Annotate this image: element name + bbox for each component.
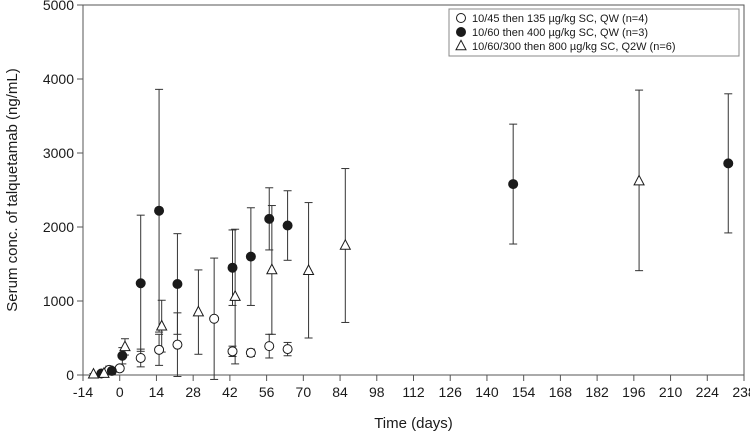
x-tick-label: 140 [475, 384, 499, 400]
axes: -14 0 14 28 42 56 70 84 98 112 126 140 154 168 182 196 2… [43, 0, 750, 400]
open-circle-marker [172, 339, 183, 350]
filled-circle-marker [154, 205, 165, 216]
legend: 10/45 then 135 µg/kg SC, QW (n=4) 10/60 t… [448, 8, 740, 57]
filled-circle-marker [172, 278, 183, 289]
open-triangle-marker [229, 289, 241, 301]
x-tick-label: 0 [116, 384, 124, 400]
x-tick-label: 112 [402, 384, 425, 400]
open-circle-marker [135, 352, 146, 363]
open-triangle-marker [119, 340, 131, 352]
legend-entry-label: 10/60/300 then 800 µg/kg SC, Q2W (n=6) [472, 41, 676, 53]
y-tick-label: 0 [66, 367, 74, 383]
x-tick-label: 126 [439, 384, 463, 400]
filled-circle-marker [117, 350, 128, 361]
open-triangle-marker [87, 367, 100, 379]
open-circle-marker [245, 347, 256, 358]
x-tick-label: 70 [296, 384, 312, 400]
filled-circle-marker [227, 262, 238, 273]
open-triangle-marker [266, 263, 278, 275]
legend-box [448, 8, 740, 57]
open-triangle-marker [339, 238, 352, 250]
y-tick-label: 4000 [43, 71, 74, 87]
legend-filled-circle-marker [456, 27, 466, 37]
x-tick-label: -14 [73, 384, 93, 400]
x-tick-label: 56 [259, 384, 275, 400]
filled-circle-marker [282, 220, 293, 231]
x-tick-label: 238 [732, 384, 750, 400]
x-tick-label: 28 [185, 384, 201, 400]
filled-circle-marker [245, 251, 256, 262]
data-markers [87, 158, 734, 379]
open-triangle-marker [302, 263, 315, 275]
x-axis-label: Time (days) [374, 415, 453, 432]
x-tick-label: 224 [696, 384, 720, 400]
x-tick-label: 182 [585, 384, 609, 400]
filled-circle-marker [723, 158, 734, 169]
legend-open-circle-marker [456, 13, 466, 23]
open-circle-marker [154, 344, 165, 355]
plot-frame [82, 4, 745, 376]
open-circle-marker [264, 341, 275, 352]
x-tick-label: 168 [549, 384, 573, 400]
open-circle-marker [209, 313, 220, 324]
y-tick-label: 1000 [43, 293, 74, 309]
x-tick-label: 42 [222, 384, 238, 400]
filled-circle-marker [264, 213, 275, 224]
legend-open-triangle-marker [455, 39, 467, 51]
filled-circle-marker [106, 365, 117, 376]
open-triangle-marker [192, 305, 205, 317]
x-tick-label: 210 [659, 384, 683, 400]
legend-entry-label: 10/60 then 400 µg/kg SC, QW (n=3) [472, 27, 648, 39]
x-tick-label: 98 [369, 384, 385, 400]
y-axis-label: Serum conc. of talquetamab (ng/mL) [4, 68, 21, 311]
x-tick-label: 14 [149, 384, 165, 400]
y-tick-label: 2000 [43, 219, 74, 235]
x-tick-label: 84 [332, 384, 348, 400]
error-bars [89, 88, 733, 380]
open-triangle-marker [633, 174, 645, 186]
legend-entry-label: 10/45 then 135 µg/kg SC, QW (n=4) [472, 13, 648, 25]
open-triangle-marker [98, 366, 110, 378]
open-circle-marker [282, 344, 293, 355]
x-tick-label: 154 [512, 384, 536, 400]
open-circle-marker [227, 346, 238, 357]
filled-circle-marker [508, 179, 519, 190]
y-tick-label: 3000 [43, 145, 74, 161]
y-tick-label: 5000 [43, 0, 74, 13]
filled-circle-marker [135, 278, 146, 289]
open-triangle-marker [155, 319, 168, 331]
x-tick-label: 196 [622, 384, 646, 400]
